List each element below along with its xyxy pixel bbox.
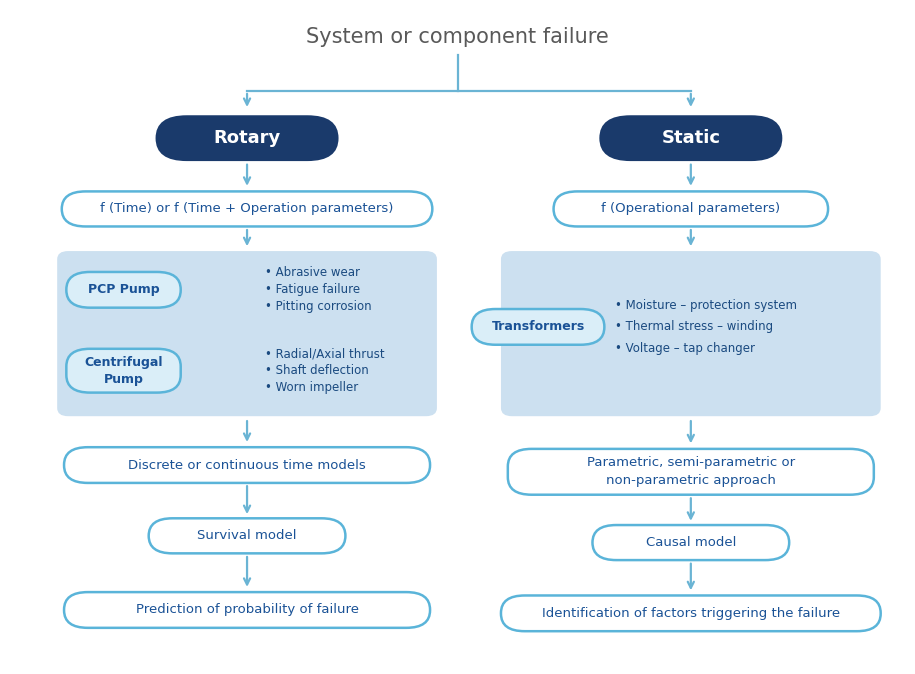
FancyBboxPatch shape [593,525,789,560]
Text: • Moisture – protection system: • Moisture – protection system [615,299,797,312]
Text: • Fatigue failure: • Fatigue failure [265,283,361,297]
Text: • Pitting corrosion: • Pitting corrosion [265,300,372,313]
Text: • Shaft deflection: • Shaft deflection [265,364,369,377]
FancyBboxPatch shape [472,309,604,345]
Text: Parametric, semi-parametric or
non-parametric approach: Parametric, semi-parametric or non-param… [587,456,795,487]
FancyBboxPatch shape [501,596,880,631]
Text: • Voltage – tap changer: • Voltage – tap changer [615,342,755,355]
Text: Centrifugal
Pump: Centrifugal Pump [84,356,163,386]
FancyBboxPatch shape [64,448,430,483]
FancyBboxPatch shape [508,449,874,495]
Text: • Thermal stress – winding: • Thermal stress – winding [615,320,773,334]
FancyBboxPatch shape [64,592,430,628]
Text: Rotary: Rotary [213,129,281,147]
FancyBboxPatch shape [67,349,181,392]
FancyBboxPatch shape [67,272,181,307]
FancyBboxPatch shape [554,191,828,226]
FancyBboxPatch shape [58,251,437,416]
Text: System or component failure: System or component failure [307,27,608,47]
Text: Causal model: Causal model [646,536,736,549]
FancyBboxPatch shape [62,191,433,226]
FancyBboxPatch shape [599,115,782,161]
Text: • Worn impeller: • Worn impeller [265,381,359,394]
FancyBboxPatch shape [156,115,339,161]
Text: Survival model: Survival model [198,529,296,543]
Text: • Radial/Axial thrust: • Radial/Axial thrust [265,347,385,361]
Text: f (Time) or f (Time + Operation parameters): f (Time) or f (Time + Operation paramete… [101,202,393,216]
Text: PCP Pump: PCP Pump [88,283,159,297]
Text: Prediction of probability of failure: Prediction of probability of failure [135,603,359,617]
Text: Transformers: Transformers [491,320,585,334]
Text: f (Operational parameters): f (Operational parameters) [601,202,780,216]
Text: Identification of factors triggering the failure: Identification of factors triggering the… [542,607,840,620]
FancyBboxPatch shape [149,518,346,553]
Text: Static: Static [662,129,720,147]
FancyBboxPatch shape [501,251,880,416]
Text: • Abrasive wear: • Abrasive wear [265,266,361,280]
Text: Discrete or continuous time models: Discrete or continuous time models [128,458,366,472]
